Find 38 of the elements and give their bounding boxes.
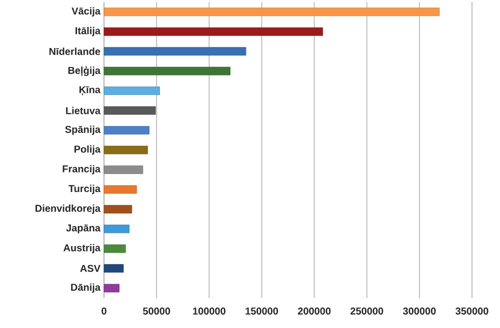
bar [104, 106, 156, 115]
x-tick-label: 350000 [456, 308, 488, 315]
y-tick-label: Turcija [68, 184, 101, 194]
bar [104, 244, 126, 253]
bar [104, 66, 230, 76]
bar [104, 27, 323, 36]
y-tick-label: Vācija [72, 7, 101, 17]
x-tick-label: 50000 [142, 308, 170, 315]
bar [104, 86, 160, 95]
y-tick-label: Itālija [76, 26, 101, 36]
bar [104, 204, 132, 214]
y-tick-label: Polija [74, 145, 101, 155]
y-tick-label: Lietuva [66, 106, 101, 114]
y-tick-label: Beļģija [68, 66, 101, 76]
bar [104, 8, 440, 16]
bar [104, 47, 246, 56]
y-tick-label: Spānija [65, 126, 101, 135]
bar [104, 126, 150, 134]
y-tick-label: Dānija [71, 283, 101, 293]
y-tick-label: Japāna [66, 224, 101, 234]
bar [104, 284, 120, 292]
bar [104, 146, 148, 154]
x-tick-label: 150000 [246, 308, 278, 315]
x-tick-label: 250000 [350, 308, 384, 315]
y-tick-label: Ķīna [79, 86, 101, 96]
y-tick-label: Dienvidkoreja [36, 204, 101, 214]
bar [104, 166, 144, 174]
y-tick-label: Francija [62, 165, 101, 174]
x-tick-label: 0 [102, 308, 106, 315]
x-tick-label: 200000 [298, 308, 331, 315]
y-tick-label: Austrija [63, 244, 101, 254]
bar [104, 264, 124, 273]
y-tick-label: Nīderlande [49, 48, 100, 55]
x-tick-label: 300000 [402, 308, 436, 315]
bar [104, 185, 137, 194]
x-tick-label: 100000 [193, 308, 226, 315]
bar [104, 224, 130, 234]
y-tick-label: ASV [80, 264, 100, 272]
